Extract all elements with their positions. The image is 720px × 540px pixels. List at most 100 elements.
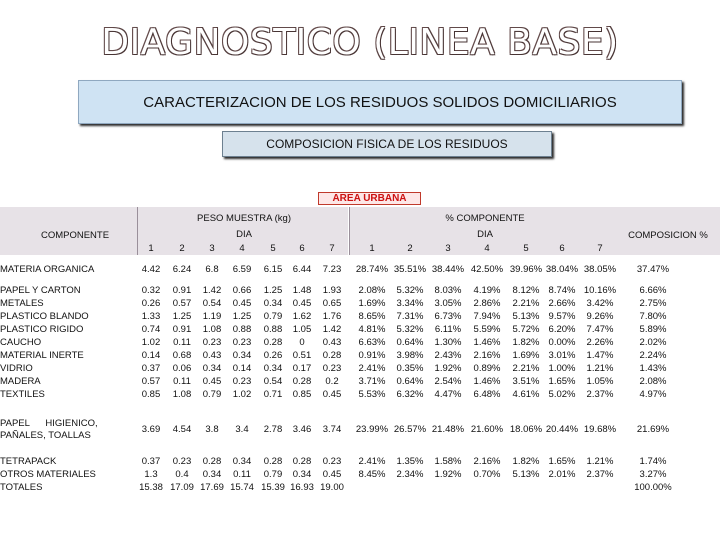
pct-cell: 2.16% [473, 350, 501, 361]
peso-cell: 4.54 [172, 424, 192, 435]
composition-cell: 2.24% [639, 350, 667, 361]
pct-cell: 6.48% [473, 389, 501, 400]
pct-cell: 8.74% [548, 285, 576, 296]
pct-cell: 3.01% [548, 350, 576, 361]
peso-cell: 0.28 [263, 337, 283, 348]
composition-cell: 100.00% [634, 482, 672, 493]
peso-cell: 0.4 [175, 469, 189, 480]
header-composicion: COMPOSICION % [628, 230, 708, 241]
pct-cell: 4.47% [434, 389, 462, 400]
pct-cell: 9.57% [548, 311, 576, 322]
pct-cell: 8.65% [358, 311, 386, 322]
header-bg-component [0, 207, 138, 255]
peso-cell: 0.11 [173, 376, 191, 387]
peso-cell: 0.26 [263, 350, 283, 361]
day-header-peso: 7 [329, 243, 335, 254]
pct-cell: 1.46% [473, 376, 501, 387]
peso-cell: 0.71 [263, 389, 283, 400]
pct-cell: 2.26% [586, 337, 614, 348]
pct-cell: 42.50% [470, 264, 504, 275]
pct-cell: 1.35% [396, 456, 424, 467]
pct-cell: 4.61% [512, 389, 540, 400]
peso-cell: 6.24 [172, 264, 192, 275]
pct-cell: 5.53% [358, 389, 386, 400]
pct-cell: 6.11% [434, 324, 462, 335]
header-bg-peso [138, 207, 348, 255]
composition-cell: 1.74% [639, 456, 667, 467]
peso-cell: 0 [299, 337, 305, 348]
row-label: MATERIA ORGANICA [0, 264, 95, 275]
peso-cell: 0.79 [263, 311, 283, 322]
pct-cell: 1.69% [512, 350, 540, 361]
pct-cell: 3.51% [512, 376, 540, 387]
composition-cell: 21.69% [636, 424, 670, 435]
header-dia-peso: DIA [236, 229, 252, 240]
pct-cell: 1.65% [548, 456, 576, 467]
pct-cell: 9.26% [586, 311, 614, 322]
divider-line [137, 207, 138, 255]
pct-cell: 5.59% [473, 324, 501, 335]
day-header-peso: 5 [270, 243, 276, 254]
composition-cell: 1.43% [639, 363, 667, 374]
pct-cell: 5.13% [512, 311, 540, 322]
pct-cell: 38.44% [431, 264, 465, 275]
pct-cell: 2.66% [548, 298, 576, 309]
peso-cell: 0.28 [292, 456, 312, 467]
pct-cell: 20.44% [545, 424, 579, 435]
pct-cell: 0.35% [396, 363, 424, 374]
header-dia-pct: DIA [477, 229, 493, 240]
row-label: TEXTILES [0, 389, 45, 400]
pct-cell: 2.34% [396, 469, 424, 480]
page-title: DIAGNOSTICO (LINEA BASE) [101, 22, 619, 63]
peso-cell: 0.14 [141, 350, 161, 361]
row-label: PLASTICO BLANDO [0, 311, 89, 322]
peso-cell: 0.28 [202, 456, 222, 467]
pct-cell: 23.99% [355, 424, 389, 435]
pct-cell: 21.48% [431, 424, 465, 435]
peso-cell: 1.25 [263, 285, 283, 296]
peso-cell: 0.88 [263, 324, 283, 335]
peso-cell: 0.66 [232, 285, 252, 296]
peso-cell: 0.23 [322, 456, 342, 467]
peso-cell: 0.43 [202, 350, 222, 361]
pct-cell: 1.69% [358, 298, 386, 309]
peso-cell: 0.23 [322, 363, 342, 374]
peso-cell: 19.00 [320, 482, 344, 493]
day-header-pct: 1 [369, 243, 375, 254]
header-bg-pct [350, 207, 620, 255]
peso-cell: 0.28 [292, 376, 312, 387]
row-label: TETRAPACK [0, 456, 57, 467]
pct-cell: 1.21% [586, 456, 614, 467]
day-header-peso: 6 [299, 243, 305, 254]
pct-cell: 1.82% [512, 456, 540, 467]
peso-cell: 0.79 [263, 469, 283, 480]
peso-cell: 0.17 [292, 363, 312, 374]
composition-cell: 3.27% [639, 469, 667, 480]
pct-cell: 39.96% [509, 264, 543, 275]
pct-cell: 3.34% [396, 298, 424, 309]
peso-cell: 1.25 [172, 311, 192, 322]
peso-cell: 0.54 [202, 298, 222, 309]
peso-cell: 0.06 [172, 363, 192, 374]
peso-cell: 15.74 [230, 482, 254, 493]
peso-cell: 0.57 [172, 298, 192, 309]
peso-cell: 0.11 [233, 469, 251, 480]
header-componente: COMPONENTE [40, 230, 110, 241]
peso-cell: 0.28 [322, 350, 342, 361]
peso-cell: 0.57 [141, 376, 161, 387]
pct-cell: 21.60% [470, 424, 504, 435]
peso-cell: 0.88 [232, 324, 252, 335]
pct-cell: 1.92% [434, 363, 462, 374]
pct-cell: 2.54% [434, 376, 462, 387]
row-label: PAPEL HIGIENICO, [0, 418, 98, 429]
peso-cell: 1.08 [202, 324, 222, 335]
pct-cell: 1.00% [548, 363, 576, 374]
pct-cell: 2.86% [473, 298, 501, 309]
day-header-peso: 4 [239, 243, 245, 254]
pct-cell: 0.64% [396, 337, 424, 348]
peso-cell: 0.23 [172, 456, 192, 467]
day-header-pct: 7 [597, 243, 603, 254]
peso-cell: 0.37 [141, 363, 161, 374]
peso-cell: 3.8 [205, 424, 219, 435]
peso-cell: 0.34 [292, 469, 312, 480]
